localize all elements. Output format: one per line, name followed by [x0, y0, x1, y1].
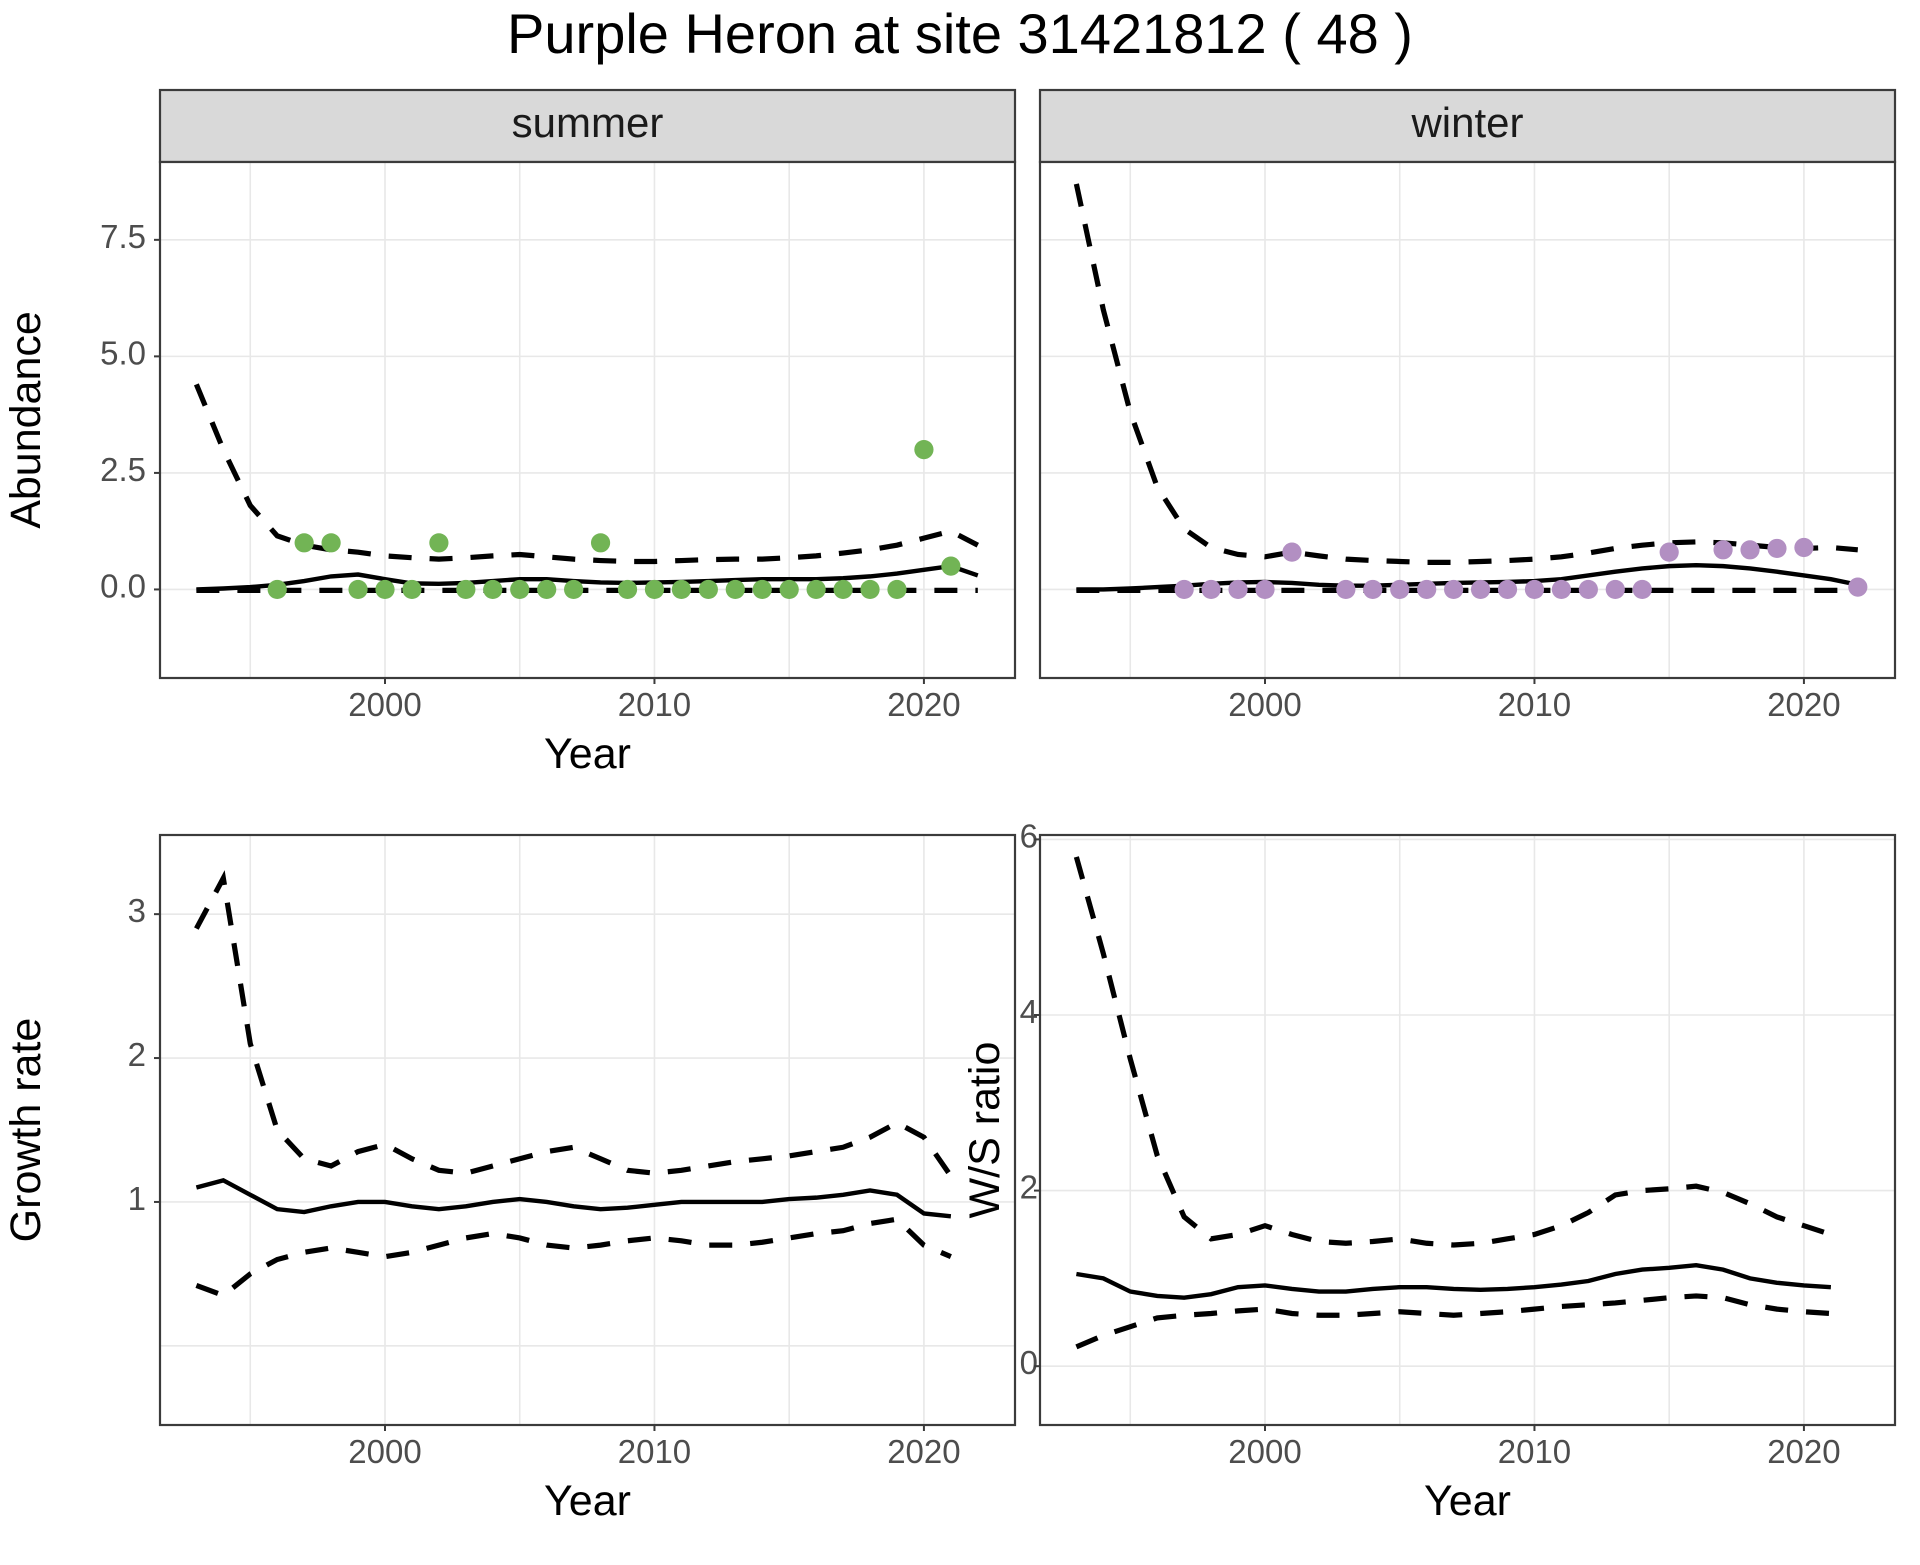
svg-text:2000: 2000: [1228, 1433, 1301, 1470]
svg-text:2010: 2010: [1498, 1433, 1571, 1470]
svg-text:2020: 2020: [887, 1433, 960, 1470]
svg-text:2: 2: [1020, 1169, 1038, 1206]
svg-text:2000: 2000: [348, 686, 421, 723]
svg-text:Purple Heron at site 31421812: Purple Heron at site 31421812 ( 48 ): [507, 2, 1413, 65]
svg-text:1: 1: [128, 1180, 146, 1217]
svg-text:6: 6: [1020, 817, 1038, 854]
svg-text:2010: 2010: [1498, 686, 1571, 723]
svg-text:Growth rate: Growth rate: [2, 1018, 50, 1243]
svg-text:2020: 2020: [887, 686, 960, 723]
svg-text:Year: Year: [544, 730, 631, 778]
svg-text:0: 0: [1020, 1344, 1038, 1381]
svg-text:2.5: 2.5: [100, 451, 146, 488]
svg-text:Year: Year: [544, 1477, 631, 1525]
svg-text:summer: summer: [512, 99, 664, 146]
svg-text:3: 3: [128, 892, 146, 929]
svg-text:0.0: 0.0: [100, 567, 146, 604]
svg-text:Year: Year: [1424, 1477, 1511, 1525]
svg-text:5.0: 5.0: [100, 334, 146, 371]
svg-text:2000: 2000: [348, 1433, 421, 1470]
svg-text:4: 4: [1020, 993, 1038, 1030]
svg-text:7.5: 7.5: [100, 218, 146, 255]
svg-text:2000: 2000: [1228, 686, 1301, 723]
svg-text:2: 2: [128, 1036, 146, 1073]
svg-text:2020: 2020: [1767, 1433, 1840, 1470]
svg-text:2010: 2010: [618, 1433, 691, 1470]
svg-text:2020: 2020: [1767, 686, 1840, 723]
svg-text:Abundance: Abundance: [2, 311, 50, 529]
svg-text:W/S ratio: W/S ratio: [961, 1042, 1009, 1219]
svg-text:2010: 2010: [618, 686, 691, 723]
svg-text:winter: winter: [1410, 99, 1523, 146]
